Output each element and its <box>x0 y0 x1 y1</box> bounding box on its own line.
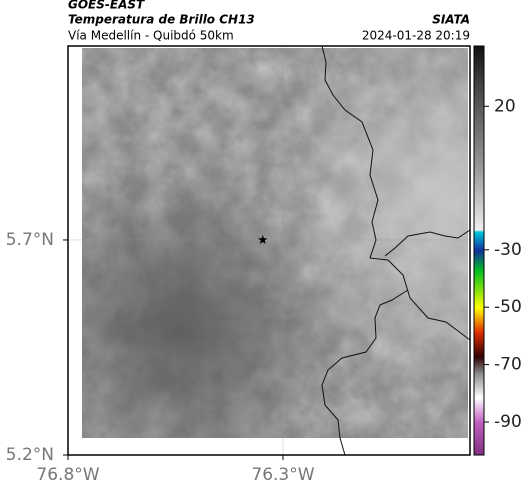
colorbar-tick-label: -70 <box>494 355 522 375</box>
colorbar <box>473 45 485 456</box>
product: Temperatura de Brillo CH13 <box>68 13 255 27</box>
datetime: 2024-01-28 20:19 <box>362 29 470 43</box>
region: Vía Medellín - Quibdó 50km <box>68 29 234 43</box>
satellite: GOES-EAST <box>68 0 145 12</box>
y-tick-label: 5.2°N <box>6 445 54 465</box>
location-marker <box>258 235 268 244</box>
satellite-image <box>82 48 468 438</box>
source: SIATA <box>432 13 470 27</box>
map-frame <box>67 45 471 456</box>
borders <box>321 45 471 456</box>
colorbar-tick-label: -90 <box>494 412 522 432</box>
colorbar-tick-label: -50 <box>494 297 522 317</box>
colorbar-tick-label: 20 <box>494 96 516 116</box>
axes: 76.8°W 76.3°W 5.2°N 5.7°N <box>6 230 315 485</box>
colorbar-tick-label: -30 <box>494 240 522 260</box>
colorbar-ticks: 20 -30 -50 -70 -90 <box>484 96 522 432</box>
x-tick-label: 76.3°W <box>251 465 314 485</box>
x-tick-label: 76.8°W <box>36 465 99 485</box>
y-tick-label: 5.7°N <box>6 230 54 250</box>
